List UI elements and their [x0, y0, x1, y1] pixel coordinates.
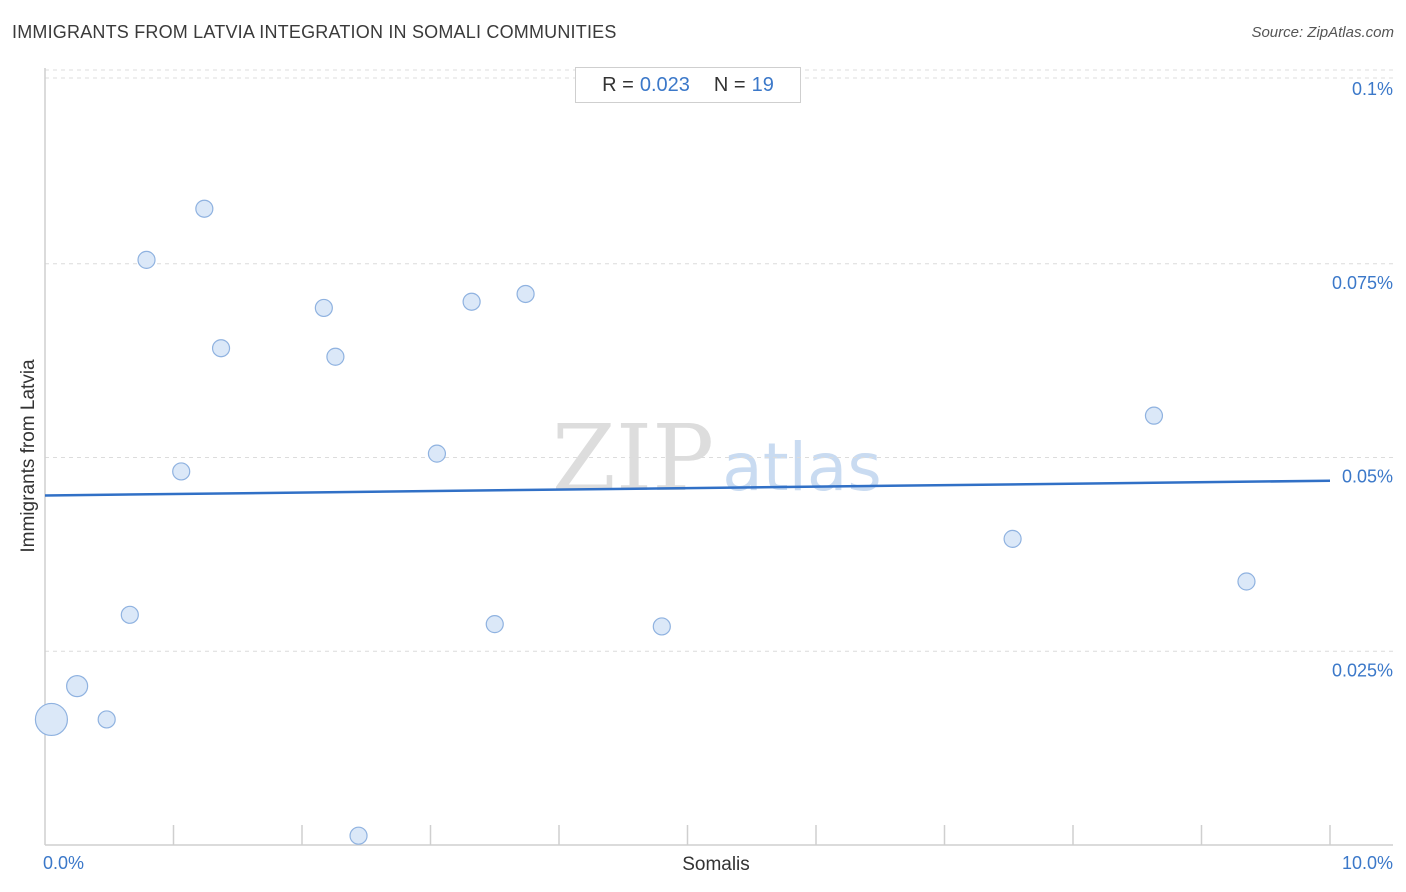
data-point [326, 347, 345, 366]
trend-line-group [44, 479, 1331, 497]
y-tick-label: 0.025% [1332, 660, 1393, 680]
y-tick-label: 0.05% [1342, 467, 1393, 487]
watermark: ZIP atlas [552, 405, 882, 512]
chart-title: IMMIGRANTS FROM LATVIA INTEGRATION IN SO… [12, 22, 617, 42]
trend-line [44, 479, 1331, 497]
grid-lines [45, 69, 1393, 652]
watermark-zip: ZIP [552, 405, 714, 512]
y-tick-label: 0.1% [1352, 79, 1393, 99]
data-point [97, 710, 116, 729]
data-point [516, 284, 535, 304]
watermark-atlas: atlas [722, 429, 882, 506]
data-point [195, 199, 214, 218]
data-point [314, 298, 333, 318]
data-point [137, 250, 156, 269]
data-point [1144, 406, 1164, 425]
data-point [427, 444, 447, 463]
data-point [172, 462, 191, 481]
n-label: N = [713, 73, 746, 96]
r-value: 0.023 [639, 73, 690, 96]
data-point [652, 617, 671, 636]
axis-labels: 0.1% 0.075% 0.05% 0.025% 0.0% 10.0% Somalis Imm… [18, 79, 1393, 875]
data-point [211, 339, 231, 358]
n-value: 19 [751, 73, 774, 96]
data-point [462, 292, 481, 311]
r-label: R = [602, 73, 634, 96]
data-point [66, 675, 89, 698]
axes [44, 68, 1393, 846]
source-credit: Source: ZipAtlas.com [1251, 24, 1394, 41]
data-point [485, 615, 504, 634]
data-point [349, 826, 368, 845]
y-tick-label: 0.075% [1332, 273, 1393, 293]
data-point [120, 605, 139, 624]
data-point [1237, 572, 1256, 591]
stats-box: R = 0.023 N = 19 [575, 67, 801, 103]
data-points [34, 199, 1256, 845]
data-point [1003, 529, 1022, 548]
x-tick-label: 0.0% [43, 853, 84, 873]
x-axis-title: Somalis [682, 854, 750, 875]
y-axis-title: Immigrants from Latvia [18, 359, 39, 553]
data-point [34, 702, 69, 737]
x-tick-label: 10.0% [1342, 853, 1393, 873]
